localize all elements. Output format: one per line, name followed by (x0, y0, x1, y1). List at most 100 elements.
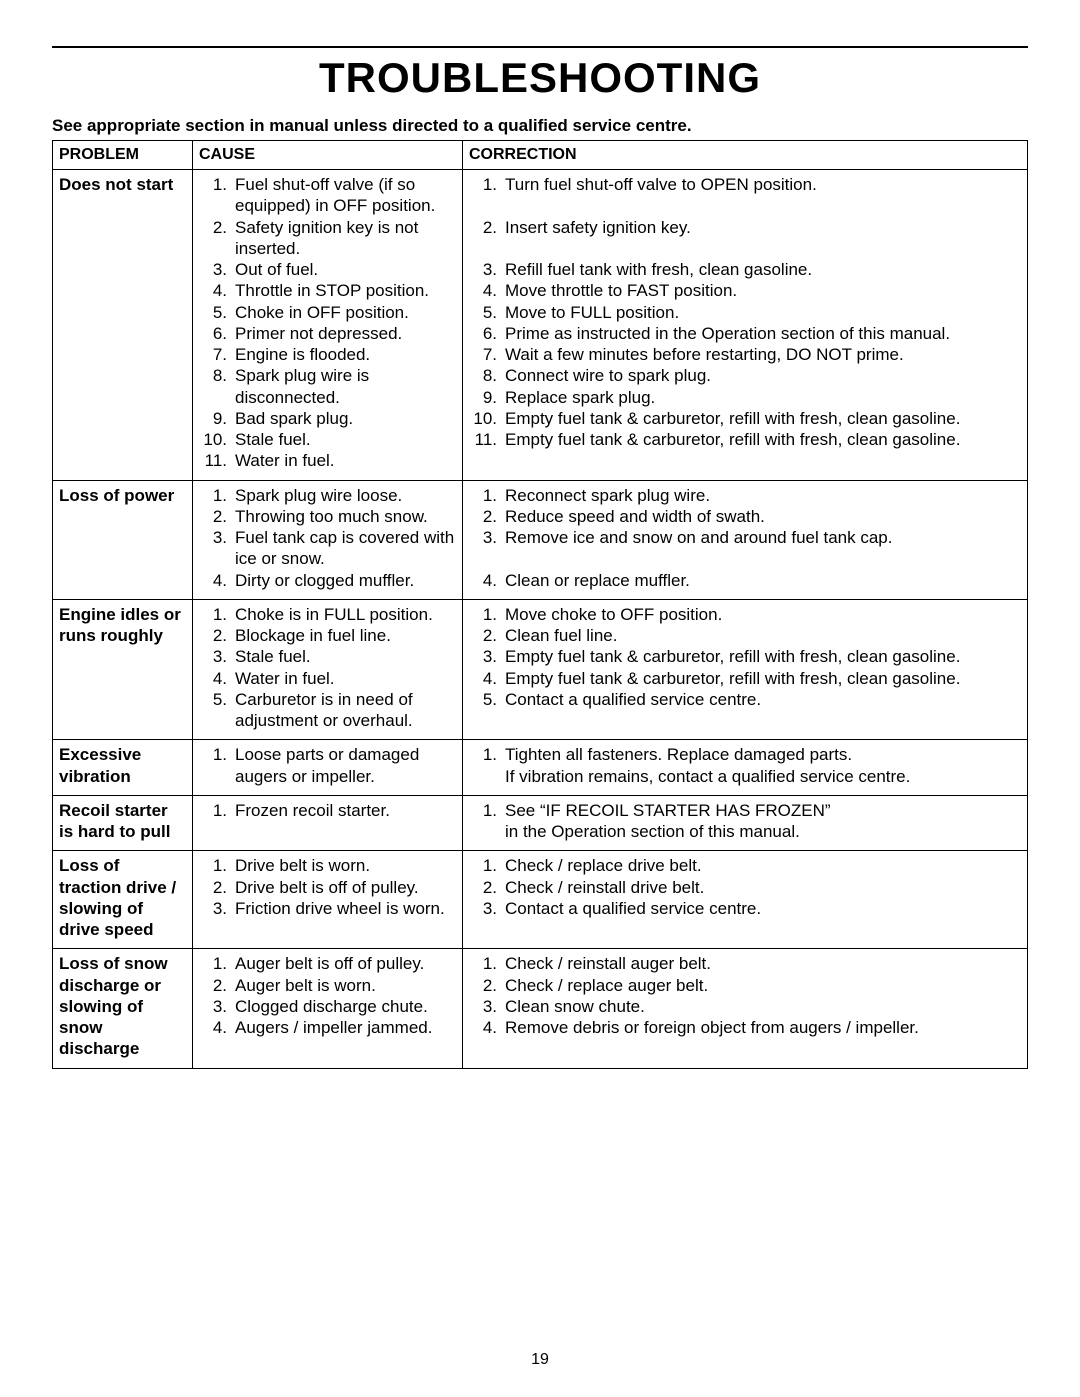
list-text: Insert safety ignition key. (505, 217, 1021, 238)
list-text: Clogged discharge chute. (235, 996, 456, 1017)
problem-label: Excessive vibration (59, 745, 141, 785)
list-item: 10.Stale fuel. (199, 429, 456, 450)
cell-cause: 1.Fuel shut-off valve (if so equipped) i… (193, 170, 463, 481)
list-item: 2.Blockage in fuel line. (199, 625, 456, 646)
list-text: Drive belt is worn. (235, 855, 456, 876)
list-item: 9.Replace spark plug. (469, 387, 1021, 408)
cell-correction: 1.Turn fuel shut-off valve to OPEN posit… (463, 170, 1028, 481)
list-item: 3.Clogged discharge chute. (199, 996, 456, 1017)
list-item: 3.Out of fuel. (199, 259, 456, 280)
list-text: Engine is flooded. (235, 344, 456, 365)
list-text: Check / replace drive belt. (505, 855, 1021, 876)
list-number: 2. (199, 625, 235, 646)
list-item: 2.Clean fuel line. (469, 625, 1021, 646)
list-text: Wait a few minutes before restarting, DO… (505, 344, 1021, 365)
list-number: 2. (469, 217, 505, 238)
list-text: Bad spark plug. (235, 408, 456, 429)
list-text: Stale fuel. (235, 646, 456, 667)
list-number: 1. (199, 855, 235, 876)
numbered-list: 1.Reconnect spark plug wire.2.Reduce spe… (469, 485, 1021, 591)
list-text: Fuel shut-off valve (if so equipped) in … (235, 174, 456, 217)
table-row: Recoil starter is hard to pull 1.Frozen r… (53, 795, 1028, 851)
list-number: 3. (199, 898, 235, 919)
list-text: Check / reinstall auger belt. (505, 953, 1021, 974)
list-item: 4.Throttle in STOP position. (199, 280, 456, 301)
numbered-list: 1.Spark plug wire loose.2.Throwing too m… (199, 485, 456, 591)
list-number: 8. (469, 365, 505, 386)
list-number: 2. (199, 217, 235, 238)
list-number: 3. (469, 646, 505, 667)
list-item: 8.Spark plug wire is disconnected. (199, 365, 456, 408)
cell-problem: Loss of power (53, 480, 193, 599)
list-item: 1.Auger belt is off of pulley. (199, 953, 456, 974)
list-text: Replace spark plug. (505, 387, 1021, 408)
page-title: TROUBLESHOOTING (52, 54, 1028, 102)
list-text: Spark plug wire loose. (235, 485, 456, 506)
list-item: 2.Auger belt is worn. (199, 975, 456, 996)
list-number: 4. (199, 1017, 235, 1038)
list-text: Loose parts or damaged augers or impelle… (235, 744, 456, 787)
list-item: 3.Remove ice and snow on and around fuel… (469, 527, 1021, 548)
list-number: 1. (469, 485, 505, 506)
list-number: 9. (199, 408, 235, 429)
list-item: 1.Move choke to OFF position. (469, 604, 1021, 625)
list-item: 3.Fuel tank cap is covered with ice or s… (199, 527, 456, 570)
list-number: 9. (469, 387, 505, 408)
list-text: Frozen recoil starter. (235, 800, 456, 821)
list-text: Remove ice and snow on and around fuel t… (505, 527, 1021, 548)
list-spacer (469, 238, 1021, 259)
list-text: Carburetor is in need of adjustment or o… (235, 689, 456, 732)
list-number: 5. (469, 302, 505, 323)
list-text: Move to FULL position. (505, 302, 1021, 323)
list-text: Fuel tank cap is covered with ice or sno… (235, 527, 456, 570)
cell-correction: 1.Check / replace drive belt.2.Check / r… (463, 851, 1028, 949)
cell-cause: 1.Loose parts or damaged augers or impel… (193, 740, 463, 796)
list-text: Throwing too much snow. (235, 506, 456, 527)
list-item: 4.Clean or replace muffler. (469, 570, 1021, 591)
table-row: Loss of power1.Spark plug wire loose.2.T… (53, 480, 1028, 599)
cell-cause: 1.Choke is in FULL position.2.Blockage i… (193, 599, 463, 740)
problem-label: Recoil starter is hard to pull (59, 801, 170, 841)
header-problem: PROBLEM (53, 141, 193, 170)
list-item: 6.Prime as instructed in the Operation s… (469, 323, 1021, 344)
list-number: 10. (199, 429, 235, 450)
cell-cause: 1.Auger belt is off of pulley.2.Auger be… (193, 949, 463, 1068)
list-number: 1. (199, 174, 235, 195)
list-number: 1. (199, 953, 235, 974)
page: TROUBLESHOOTING See appropriate section … (0, 0, 1080, 1397)
numbered-list: 1.Move choke to OFF position.2.Clean fue… (469, 604, 1021, 710)
list-item: 7.Engine is flooded. (199, 344, 456, 365)
numbered-list: 1.Tighten all fasteners. Replace damaged… (469, 744, 1021, 787)
list-item: 8.Connect wire to spark plug. (469, 365, 1021, 386)
numbered-list: 1.Check / reinstall auger belt.2.Check /… (469, 953, 1021, 1038)
list-number: 3. (469, 898, 505, 919)
cell-correction: 1.Reconnect spark plug wire.2.Reduce spe… (463, 480, 1028, 599)
cell-correction: 1.See “IF RECOIL STARTER HAS FROZEN”in t… (463, 795, 1028, 851)
cell-correction: 1.Tighten all fasteners. Replace damaged… (463, 740, 1028, 796)
numbered-list: 1.Turn fuel shut-off valve to OPEN posit… (469, 174, 1021, 450)
list-item: 5.Contact a qualified service centre. (469, 689, 1021, 710)
list-text: Tighten all fasteners. Replace damaged p… (505, 744, 1021, 787)
cell-cause: 1.Frozen recoil starter. (193, 795, 463, 851)
list-item: 1.Check / reinstall auger belt. (469, 953, 1021, 974)
numbered-list: 1.Drive belt is worn.2.Drive belt is off… (199, 855, 456, 919)
list-item: 5.Move to FULL position. (469, 302, 1021, 323)
list-item: 4.Water in fuel. (199, 668, 456, 689)
top-rule (52, 46, 1028, 48)
numbered-list: 1.Loose parts or damaged augers or impel… (199, 744, 456, 787)
list-number: 1. (469, 953, 505, 974)
list-number: 6. (469, 323, 505, 344)
list-number: 4. (199, 570, 235, 591)
list-text: Water in fuel. (235, 668, 456, 689)
list-number: 5. (199, 689, 235, 710)
list-text: Water in fuel. (235, 450, 456, 471)
list-item: 3.Stale fuel. (199, 646, 456, 667)
list-text: Dirty or clogged muffler. (235, 570, 456, 591)
list-item: 2.Throwing too much snow. (199, 506, 456, 527)
list-item: 1.Drive belt is worn. (199, 855, 456, 876)
list-item: 10.Empty fuel tank & carburetor, refill … (469, 408, 1021, 429)
list-number: 3. (469, 527, 505, 548)
list-item: 1.Fuel shut-off valve (if so equipped) i… (199, 174, 456, 217)
list-text: Prime as instructed in the Operation sec… (505, 323, 1021, 344)
list-text: Reconnect spark plug wire. (505, 485, 1021, 506)
